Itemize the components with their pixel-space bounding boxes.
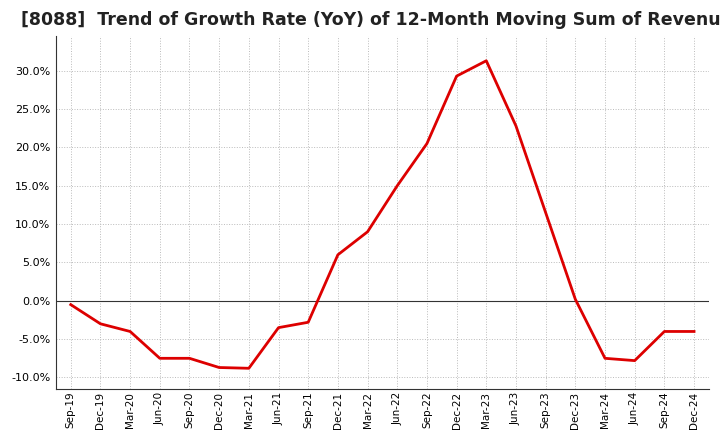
Title: [8088]  Trend of Growth Rate (YoY) of 12-Month Moving Sum of Revenues: [8088] Trend of Growth Rate (YoY) of 12-… [22,11,720,29]
